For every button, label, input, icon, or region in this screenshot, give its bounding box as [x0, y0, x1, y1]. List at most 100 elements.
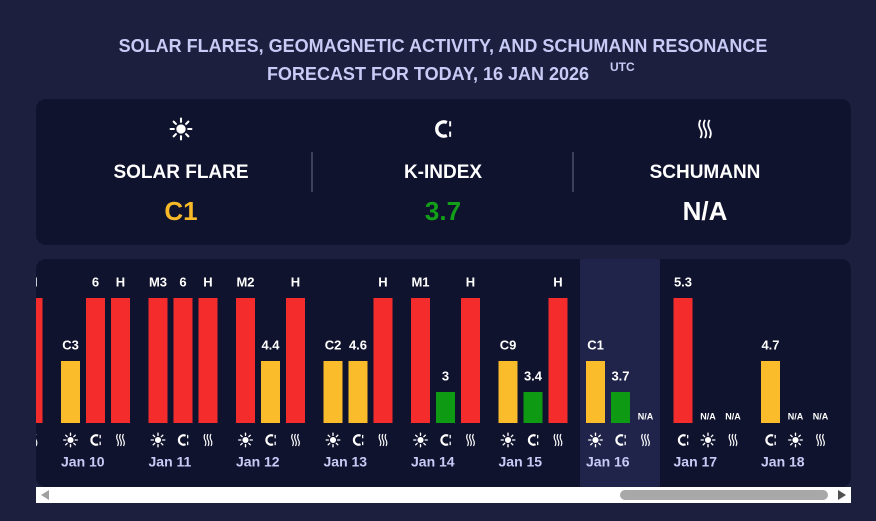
wave [556, 433, 560, 447]
bar [586, 361, 605, 423]
bar [261, 361, 280, 423]
wave [297, 433, 300, 447]
icon-waves [378, 433, 388, 447]
icon-magnet [527, 434, 539, 446]
title-superscript: UTC [610, 60, 635, 74]
sun-ray [790, 434, 793, 438]
wave [734, 433, 738, 447]
sun-ray [73, 434, 76, 438]
sun-ray [65, 434, 68, 438]
magnet-arc [765, 434, 774, 446]
scroll-right[interactable] [838, 490, 846, 500]
sun-ray [160, 434, 164, 438]
bar-label: H [28, 274, 37, 289]
bar [148, 298, 168, 423]
date-label: Jan 10 [61, 454, 105, 470]
icon-waves [466, 433, 475, 447]
icon-magnet [265, 434, 276, 446]
sun-ray [152, 434, 156, 438]
title-line: SOLAR FLARES, GEOMAGNETIC ACTIVITY, AND … [119, 36, 768, 56]
sun-core [792, 436, 799, 444]
magnet-arc [177, 434, 187, 446]
wave [647, 433, 650, 447]
date-label: Jan 12 [236, 454, 280, 470]
icon-magnet [177, 434, 189, 446]
sun-ray [248, 442, 251, 446]
icon-sun [238, 432, 253, 448]
bar [436, 392, 455, 423]
bar [373, 298, 393, 423]
bar [61, 361, 80, 423]
wave [209, 433, 213, 447]
summary-label: K-INDEX [404, 162, 482, 183]
date-label: Jan 18 [761, 454, 805, 470]
sun-core [67, 436, 74, 444]
wave [466, 433, 469, 447]
bar-label: 5.3 [674, 274, 692, 289]
bar [461, 298, 480, 423]
bar [173, 298, 193, 423]
sun-ray [172, 120, 177, 125]
bar-label: M3 [149, 274, 167, 289]
bar-label: H [466, 274, 475, 289]
magnet-arc [265, 434, 274, 446]
date-label: Jan 14 [411, 454, 455, 470]
sun-ray [172, 133, 177, 138]
sun-ray [185, 133, 190, 138]
icon-waves [698, 119, 712, 139]
sun-ray [415, 434, 418, 438]
icon-sun [788, 432, 803, 448]
magnet-arc [90, 434, 99, 446]
scrollbar-thumb[interactable] [620, 490, 828, 500]
sun-ray [590, 434, 593, 438]
wave [291, 433, 294, 447]
icon-waves [203, 433, 213, 447]
bar-label: N/A [725, 411, 741, 421]
bar-label: 4.6 [349, 337, 367, 352]
sun-ray [590, 442, 593, 446]
bar-label: H [291, 274, 300, 289]
sun-core [329, 436, 337, 444]
bar [236, 298, 255, 423]
icon-magnet [677, 434, 689, 446]
bar-label: N/A [788, 411, 804, 421]
title-line: FORECAST FOR TODAY, 16 JAN 2026 [267, 64, 589, 84]
bar-label: H [116, 274, 125, 289]
wave [294, 433, 297, 447]
icon-waves [816, 433, 825, 447]
icon-waves [291, 433, 300, 447]
bar [548, 298, 568, 423]
sun-ray [335, 442, 339, 446]
icon-waves [728, 433, 738, 447]
icon-sun [588, 432, 603, 448]
sun-ray [502, 434, 506, 438]
wave [381, 433, 385, 447]
bar-label: H [378, 274, 387, 289]
bar-label: M2 [236, 274, 254, 289]
bar-label: C2 [325, 337, 342, 352]
magnet-arc [615, 434, 624, 446]
bar [198, 298, 218, 423]
bar [36, 298, 43, 423]
icon-magnet [765, 434, 776, 446]
wave [36, 434, 38, 447]
sun-ray [710, 442, 714, 446]
sun-ray [423, 442, 426, 446]
wave [29, 434, 31, 446]
bar [673, 298, 693, 423]
icon-magnet [615, 434, 626, 446]
wave [553, 433, 557, 447]
wave [731, 433, 735, 447]
sun-ray [790, 442, 793, 446]
icon-magnet [440, 434, 451, 446]
icon-waves [641, 433, 650, 447]
sun-ray [327, 434, 331, 438]
wave [116, 433, 119, 447]
sun-ray [65, 442, 68, 446]
sun-ray [415, 442, 418, 446]
sun-ray [598, 434, 601, 438]
scroll-left[interactable] [41, 490, 49, 500]
summary-value: N/A [683, 196, 728, 226]
sun-ray [335, 434, 339, 438]
